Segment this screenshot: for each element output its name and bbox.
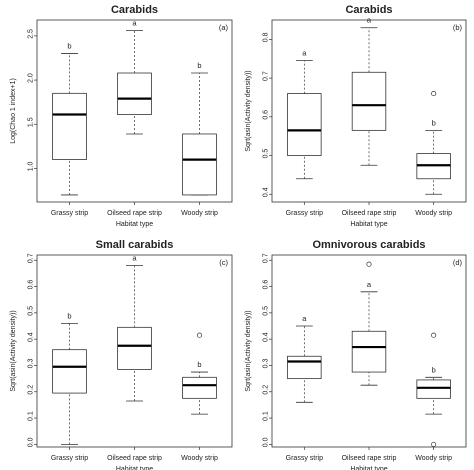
y-tick-label: 0.3 xyxy=(263,358,270,368)
y-tick-label: 0.7 xyxy=(28,253,35,263)
box-2: a xyxy=(351,261,387,386)
chart-panel-2: Carabids (b) 0.4 0.5 0.6 0.7 0.8 Sqrt(asin(Acti… xyxy=(245,4,467,228)
y-axis-label: Sqrt(asin(Activity density)) xyxy=(245,70,252,151)
y-tick-label: 0.1 xyxy=(263,411,270,421)
y-tick-label: 0.0 xyxy=(263,437,270,447)
x-axis-label: Habitat type xyxy=(116,221,153,228)
iqr-box xyxy=(351,330,387,373)
chart-title: Omnivorous carabids xyxy=(312,239,425,251)
y-tick-label: 0.6 xyxy=(28,280,35,290)
iqr-box xyxy=(52,92,87,160)
x-tick-label: Oilseed rape strip xyxy=(107,455,162,462)
chart-panel-4: Omnivorous carabids (d) 0.0 0.1 0.2 0.3 0.4 0.5… xyxy=(245,239,467,470)
y-tick-label: 0.5 xyxy=(263,149,270,159)
x-tick-label: Grassy strip xyxy=(286,210,323,217)
panel-label: (c) xyxy=(219,258,228,267)
y-tick-label: 0.5 xyxy=(28,306,35,316)
significance-letter: a xyxy=(367,280,372,289)
y-tick-label: 2.0 xyxy=(28,73,35,83)
y-tick-label: 0.5 xyxy=(263,306,270,316)
iqr-box xyxy=(182,376,217,399)
x-tick-label: Oilseed rape strip xyxy=(342,210,397,217)
panel-label: (d) xyxy=(453,258,463,267)
significance-letter: a xyxy=(367,16,372,25)
iqr-box xyxy=(182,133,217,196)
significance-letter: a xyxy=(132,19,137,28)
iqr-box xyxy=(117,72,152,115)
y-tick-label: 0.2 xyxy=(263,385,270,395)
iqr-box xyxy=(351,71,387,131)
iqr-box xyxy=(117,326,152,370)
y-tick-label: 0.7 xyxy=(263,253,270,263)
x-tick-label: Woody strip xyxy=(181,210,218,217)
outlier-point xyxy=(431,91,437,97)
significance-letter: b xyxy=(197,61,201,70)
chart-title: Carabids xyxy=(345,4,392,16)
chart-panel-3: Small carabids (c) 0.0 0.1 0.2 0.3 0.4 0.5 0.6 0.… xyxy=(10,239,233,470)
box-1: b xyxy=(52,311,87,445)
y-tick-label: 0.4 xyxy=(263,187,270,197)
y-axis-label: Sqrt(asin(Activity density)) xyxy=(245,310,252,391)
y-tick-label: 1.5 xyxy=(28,117,35,127)
x-tick-label: Oilseed rape strip xyxy=(342,455,397,462)
box-1: a xyxy=(287,314,322,403)
panel-label: (a) xyxy=(219,23,229,32)
significance-letter: b xyxy=(67,42,71,51)
y-tick-label: 0.6 xyxy=(263,280,270,290)
iqr-box xyxy=(287,93,322,156)
box-2: a xyxy=(351,16,387,166)
outlier-point xyxy=(431,332,437,338)
x-tick-label: Oilseed rape strip xyxy=(107,210,162,217)
y-tick-label: 0.3 xyxy=(28,358,35,368)
x-axis-label: Habitat type xyxy=(350,466,387,470)
y-tick-label: 0.6 xyxy=(263,110,270,120)
significance-letter: a xyxy=(302,314,307,323)
box-2: a xyxy=(117,19,152,135)
x-tick-label: Grassy strip xyxy=(51,455,88,462)
iqr-box xyxy=(52,349,87,394)
y-tick-label: 0.7 xyxy=(263,71,270,81)
box-3: b xyxy=(182,332,217,415)
significance-letter: a xyxy=(132,254,137,263)
y-axis-label: Sqrt(asin(Activity density)) xyxy=(10,310,17,391)
outlier-point xyxy=(431,441,437,447)
y-tick-label: 0.1 xyxy=(28,411,35,421)
chart-panel-1: Carabids (a) 1.0 1.5 2.0 2.5 Log(Chao 1 index+… xyxy=(10,4,233,228)
significance-letter: b xyxy=(432,118,436,127)
box-3: b xyxy=(416,332,451,447)
y-tick-label: 0.4 xyxy=(263,332,270,342)
y-tick-label: 0.0 xyxy=(28,437,35,447)
x-tick-label: Woody strip xyxy=(415,210,452,217)
box-3: b xyxy=(416,91,451,195)
y-tick-label: 2.5 xyxy=(28,29,35,39)
y-tick-label: 0.2 xyxy=(28,385,35,395)
chart-title: Small carabids xyxy=(96,239,174,251)
x-axis-label: Habitat type xyxy=(116,466,153,470)
iqr-box xyxy=(416,379,451,399)
panel-label: (b) xyxy=(453,23,463,32)
outlier-point xyxy=(196,332,203,338)
x-tick-label: Grassy strip xyxy=(51,210,88,217)
box-1: b xyxy=(52,42,87,196)
significance-letter: a xyxy=(302,49,307,58)
y-tick-label: 1.0 xyxy=(28,161,35,171)
box-2: a xyxy=(117,254,152,402)
box-3: b xyxy=(182,61,217,196)
significance-letter: b xyxy=(67,311,71,320)
y-axis-label: Log(Chao 1 index+1) xyxy=(10,78,17,144)
x-tick-label: Woody strip xyxy=(415,455,452,462)
x-tick-label: Woody strip xyxy=(181,455,218,462)
significance-letter: b xyxy=(432,365,436,374)
significance-letter: b xyxy=(197,360,201,369)
outlier-point xyxy=(366,261,372,267)
iqr-box xyxy=(287,355,322,380)
y-tick-label: 0.4 xyxy=(28,332,35,342)
x-tick-label: Grassy strip xyxy=(286,455,323,462)
box-1: a xyxy=(287,49,322,180)
y-tick-label: 0.8 xyxy=(263,32,270,42)
chart-title: Carabids xyxy=(111,4,158,16)
x-axis-label: Habitat type xyxy=(350,221,387,228)
